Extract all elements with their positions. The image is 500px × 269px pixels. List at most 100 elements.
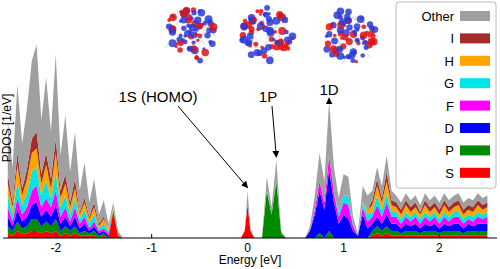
lobe <box>361 24 366 29</box>
annotation-arrow <box>272 106 276 157</box>
lobe <box>268 12 271 15</box>
lobe <box>272 17 280 25</box>
lobe <box>326 23 333 30</box>
orbital-image <box>239 5 296 64</box>
lobe <box>180 16 187 23</box>
legend-label: D <box>445 121 454 136</box>
lobe <box>364 45 369 50</box>
x-tick <box>151 234 152 238</box>
lobe <box>194 33 197 36</box>
lobe <box>186 24 190 28</box>
lobe <box>331 38 338 45</box>
lobe <box>345 8 352 15</box>
lobe <box>207 19 212 24</box>
lobe <box>191 31 198 38</box>
bond <box>202 30 204 36</box>
lobe <box>282 17 288 23</box>
lobe <box>339 18 346 25</box>
lobe <box>336 46 343 53</box>
lobe <box>364 31 369 36</box>
lobe <box>249 17 253 21</box>
lobe <box>259 9 263 13</box>
y-axis-label: PDOS [1/eV] <box>0 94 14 163</box>
lobe <box>191 10 196 15</box>
lobe <box>210 23 218 31</box>
legend-label: G <box>444 76 454 91</box>
orbital-images <box>165 5 378 64</box>
x-tick <box>55 234 56 238</box>
x-tick-label: -2 <box>50 241 61 255</box>
lobe <box>254 49 261 56</box>
lobe <box>181 25 186 30</box>
legend-label: F <box>446 99 454 114</box>
lobe <box>281 41 284 44</box>
legend-label: I <box>450 31 454 46</box>
lobe <box>169 39 177 47</box>
annotation-label: 1S (HOMO) <box>118 88 197 105</box>
lobe <box>261 25 265 29</box>
lobe <box>240 23 248 31</box>
annotation-arrow <box>178 106 248 188</box>
lobe <box>239 37 244 42</box>
bond <box>177 9 178 14</box>
lobe <box>275 40 280 45</box>
lobe <box>333 11 341 19</box>
legend-swatch <box>460 56 490 66</box>
lobe <box>198 9 206 17</box>
lobe <box>183 7 190 14</box>
annotation-arrow <box>329 98 330 100</box>
lobe <box>194 55 198 59</box>
lobe <box>325 41 331 47</box>
lobe <box>266 57 274 65</box>
lobe <box>265 44 272 51</box>
x-axis-label: Energy [eV] <box>219 253 282 267</box>
lobe <box>248 51 255 58</box>
lobe <box>364 40 367 43</box>
lobe <box>257 22 265 30</box>
lobe <box>360 53 365 58</box>
chart: -2-1012Energy [eV]PDOS [1/eV]1S (HOMO)1P… <box>0 0 500 269</box>
lobe <box>196 39 199 42</box>
x-axis <box>3 238 497 239</box>
lobe <box>255 9 259 13</box>
annotation-label: 1P <box>259 88 277 105</box>
lobe <box>194 17 201 24</box>
orbital-image <box>323 8 378 65</box>
legend-swatch <box>460 101 490 111</box>
legend-swatch <box>460 33 490 43</box>
lobe <box>183 7 190 14</box>
bond <box>367 54 370 58</box>
lobe <box>325 34 329 38</box>
lobe <box>340 37 343 40</box>
legend-label: S <box>445 166 454 181</box>
x-tick-label: 1 <box>340 241 347 255</box>
lobe <box>355 28 359 32</box>
lobe <box>187 46 193 52</box>
lobe <box>179 33 183 37</box>
legend-label: H <box>445 54 454 69</box>
lobe <box>262 53 267 58</box>
x-tick-label: -1 <box>146 241 157 255</box>
legend: OtherIHGFDPS <box>396 2 496 188</box>
lobe <box>264 5 270 11</box>
lobe <box>178 40 184 46</box>
lobe <box>323 46 330 53</box>
lobe <box>289 32 297 40</box>
lobe <box>259 13 262 16</box>
lobe <box>336 52 344 60</box>
lobe <box>240 36 248 44</box>
lobe <box>249 44 252 47</box>
lobe <box>350 58 355 63</box>
legend-swatch <box>460 168 490 178</box>
legend-label: P <box>445 143 454 158</box>
bond <box>177 22 178 25</box>
annotation-label: 1D <box>320 81 339 98</box>
lobe <box>189 24 197 32</box>
lobe <box>266 16 272 22</box>
lobe <box>208 40 212 44</box>
lobe <box>191 40 195 44</box>
lobe <box>346 54 351 59</box>
lobe <box>202 49 209 56</box>
x-tick <box>343 234 344 238</box>
lobe <box>350 30 358 38</box>
